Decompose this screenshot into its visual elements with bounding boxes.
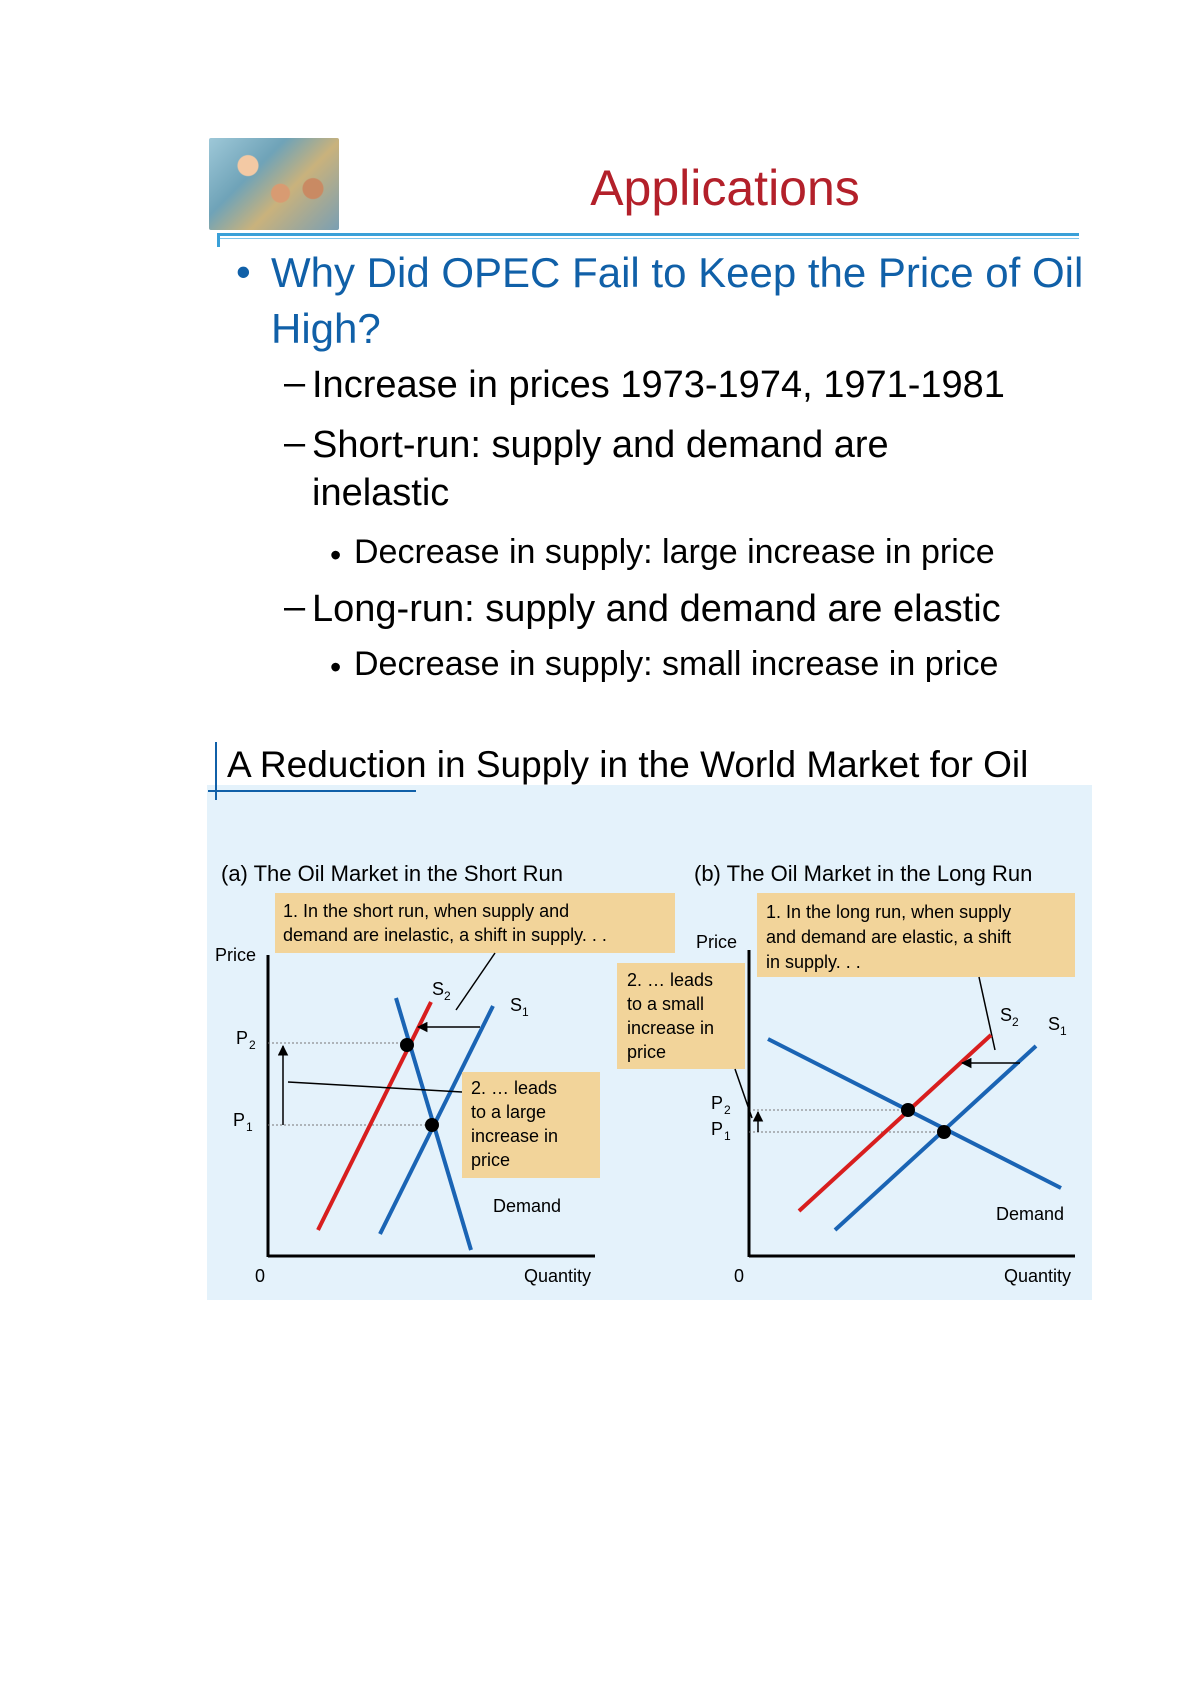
panel-a: (a) The Oil Market in the Short Run 1. I… <box>215 861 675 1286</box>
panel-b-callout-2-leader <box>734 1068 753 1119</box>
panel-a-callout-2-line-2: to a large <box>471 1102 546 1122</box>
panel-b-p1: P <box>711 1119 723 1139</box>
panel-b-callout-2-line-4: price <box>627 1042 666 1062</box>
panel-b-s1-label: S <box>1048 1014 1060 1034</box>
panel-a-s1-label: S <box>510 995 522 1015</box>
panel-b-callout-2 <box>617 963 745 1069</box>
dash-marker: – <box>284 362 306 404</box>
panel-b-s1-curve <box>833 1044 1038 1232</box>
panel-b-callout-1-line-1: 1. In the long run, when supply <box>766 902 1011 922</box>
panel-a-callout-2-line-4: price <box>471 1150 510 1170</box>
panel-b-callout-2-line-3: increase in <box>627 1018 714 1038</box>
panel-b-callout-2-line-1: 2. … leads <box>627 970 713 990</box>
dash-marker: – <box>284 422 306 464</box>
bullet-sub-3: Decrease in supply: small increase in pr… <box>354 645 999 683</box>
bullet-dash-3: Long-run: supply and demand are elastic <box>312 588 1001 630</box>
panel-a-origin: 0 <box>255 1266 265 1286</box>
panel-b-s2-curve <box>797 1033 993 1213</box>
bullet-main: Why Did OPEC Fail to Keep the Price of O… <box>271 249 1084 352</box>
panel-a-title: (a) The Oil Market in the Short Run <box>221 861 563 886</box>
panel-a-callout-1-leader <box>455 952 496 1011</box>
figure-title: A Reduction in Supply in the World Marke… <box>227 744 1029 785</box>
panel-b-callout-2-line-2: to a small <box>627 994 704 1014</box>
slide-title: Applications <box>590 160 860 216</box>
bullet-dash-2: Short-run: supply and demand are inelast… <box>312 424 889 514</box>
panel-b-equilibrium-1 <box>937 1125 951 1139</box>
panel-a-callout-1-line-2: demand are inelastic, a shift in supply.… <box>283 925 607 945</box>
panel-a-callout-1-line-1: 1. In the short run, when supply and <box>283 901 569 921</box>
panel-a-s2-curve <box>316 1001 433 1231</box>
panel-a-callout-1 <box>275 893 675 953</box>
title-rule-corner <box>217 233 220 247</box>
panel-a-equilibrium-1 <box>425 1118 439 1132</box>
panel-b-callout-1-leader <box>978 976 996 1051</box>
bullet-marker: • <box>330 649 342 685</box>
panel-a-callout-2-line-3: increase in <box>471 1126 558 1146</box>
panel-a-p1: P <box>233 1110 245 1130</box>
panel-b-s1-sub: 1 <box>1060 1024 1067 1038</box>
panel-b-p2-sub: 2 <box>724 1103 731 1117</box>
panel-a-p2-sub: 2 <box>249 1038 256 1052</box>
panel-a-equilibrium-2 <box>400 1038 414 1052</box>
panel-b-p2: P <box>711 1093 723 1113</box>
panel-b-xlabel: Quantity <box>1004 1266 1071 1286</box>
panel-a-callout-2-line-1: 2. … leads <box>471 1078 557 1098</box>
panel-b-p1-sub: 1 <box>724 1129 731 1143</box>
dash-marker: – <box>284 586 306 628</box>
panel-b-callout-1-line-3: in supply. . . <box>766 952 861 972</box>
panel-b-demand-label: Demand <box>996 1204 1064 1224</box>
figure-title-underline <box>208 790 416 792</box>
panel-b-ylabel: Price <box>696 932 737 952</box>
panel-b-demand-curve <box>767 1037 1062 1190</box>
panel-b-s2-sub: 2 <box>1012 1015 1019 1029</box>
panel-a-p1-sub: 1 <box>246 1120 253 1134</box>
title-rule <box>217 233 1079 236</box>
bullet-marker: • <box>236 248 251 295</box>
figure-title-bar <box>215 742 217 800</box>
panel-b-s2-label: S <box>1000 1005 1012 1025</box>
panel-b-callout-1-line-2: and demand are elastic, a shift <box>766 927 1011 947</box>
panel-a-s2-label: S <box>432 979 444 999</box>
panel-a-ylabel: Price <box>215 945 256 965</box>
panel-a-p2: P <box>236 1028 248 1048</box>
bullet-dash-1: Increase in prices 1973-1974, 1971-1981 <box>312 364 1005 406</box>
title-rule-thin <box>217 238 1079 239</box>
people-photo-icon <box>209 138 339 230</box>
panel-b-callout-1 <box>757 893 1075 977</box>
panel-a-demand-label: Demand <box>493 1196 561 1216</box>
panel-a-s1-sub: 1 <box>522 1005 529 1019</box>
bullet-marker: • <box>330 537 342 573</box>
panel-a-callout-2-leader <box>287 1081 463 1093</box>
panel-a-xlabel: Quantity <box>524 1266 591 1286</box>
panel-b: (b) The Oil Market in the Long Run 1. In… <box>617 861 1075 1286</box>
panel-b-equilibrium-2 <box>901 1103 915 1117</box>
panel-a-s2-sub: 2 <box>444 989 451 1003</box>
bullet-sub-2: Decrease in supply: large increase in pr… <box>354 533 995 571</box>
panel-b-title: (b) The Oil Market in the Long Run <box>694 861 1032 886</box>
panel-a-callout-2 <box>462 1072 600 1178</box>
panel-b-origin: 0 <box>734 1266 744 1286</box>
